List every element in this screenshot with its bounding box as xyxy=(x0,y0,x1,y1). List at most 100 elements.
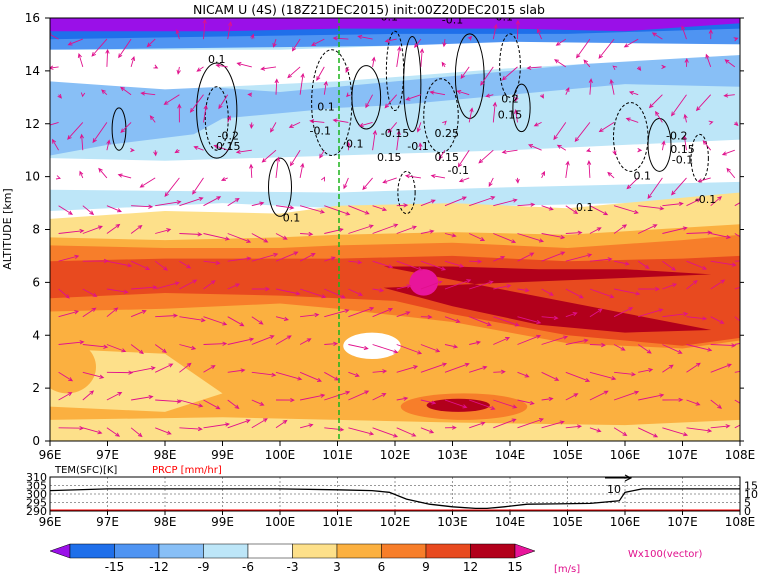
wind-vector xyxy=(155,427,172,435)
wind-vector xyxy=(372,307,394,318)
wind-vector xyxy=(227,198,240,207)
colorbar-tick-label: 9 xyxy=(422,560,430,574)
y-tick-label: 10 xyxy=(25,170,40,184)
wind-vector xyxy=(227,419,251,429)
wind-vector xyxy=(686,280,698,290)
wind-vector xyxy=(480,66,494,86)
wind-vector xyxy=(589,205,609,216)
wind-vector xyxy=(420,427,435,434)
wind-vector xyxy=(710,363,732,373)
wind-vector xyxy=(565,312,578,318)
wind-vector xyxy=(179,426,203,432)
wind-vector xyxy=(270,122,277,133)
sfc-x-tick-label: 96E xyxy=(39,515,62,529)
y-tick-label: 2 xyxy=(32,381,40,395)
colorbar-unit: [m/s] xyxy=(554,564,580,575)
wind-vector xyxy=(614,260,630,266)
wind-vector xyxy=(179,344,197,350)
wind-vector xyxy=(589,427,602,433)
wind-vector xyxy=(541,420,565,429)
wind-vector xyxy=(555,38,567,46)
wind-vector xyxy=(626,177,639,190)
colorbar-tick-label: -15 xyxy=(105,560,125,574)
shade-u-zero-upper xyxy=(50,41,740,90)
wind-vector xyxy=(58,310,80,318)
wind-vector xyxy=(332,36,349,41)
wind-vector xyxy=(396,344,423,355)
wind-vector xyxy=(98,167,108,179)
wind-vector xyxy=(662,427,689,437)
wind-vector xyxy=(686,427,713,433)
contour-label: -0.1 xyxy=(407,140,428,153)
contour-label: -0.1 xyxy=(310,124,331,137)
wind-vector xyxy=(357,34,373,40)
wind-vector xyxy=(58,254,80,262)
wind-vector xyxy=(179,362,192,373)
wind-vector xyxy=(638,224,658,234)
contour-line xyxy=(111,107,127,151)
sfc-x-tick-label: 108E xyxy=(725,515,756,529)
wind-vector xyxy=(106,344,127,353)
wind-vector xyxy=(565,160,570,178)
sfc-right-tick-label: 15 xyxy=(744,480,758,493)
wind-vector xyxy=(346,92,351,98)
wind-vector xyxy=(365,94,373,109)
wind-vector xyxy=(396,46,402,67)
wind-vector xyxy=(662,344,683,354)
shade-u-west-jet xyxy=(50,340,96,394)
sfc-x-tick-label: 102E xyxy=(380,515,411,529)
wind-vector xyxy=(202,18,207,40)
wind-vector xyxy=(598,38,615,59)
contour-label: -0.2 xyxy=(218,130,239,143)
colorbar-box xyxy=(381,543,427,559)
wind-vector xyxy=(405,94,422,101)
wind-vector xyxy=(345,66,350,73)
contour-line xyxy=(268,157,292,217)
wind-vector xyxy=(299,162,305,178)
wind-vector xyxy=(565,338,589,345)
wind-vector xyxy=(734,424,740,429)
contour-line xyxy=(423,78,459,154)
wind-vector xyxy=(467,35,473,41)
contour-line xyxy=(512,83,531,133)
colorbar-tick-label: -3 xyxy=(287,560,299,574)
wind-vector xyxy=(681,25,687,40)
wind-vector xyxy=(275,316,290,322)
wind-vector xyxy=(469,233,486,241)
wind-vector xyxy=(348,306,375,318)
sfc-annotation: 10 xyxy=(607,483,621,496)
wind-vector xyxy=(251,316,264,325)
sfc-x-ticks: 96E 97E 98E 99E 100E 101E 102E 103E 104E 105E 106E… xyxy=(39,511,756,529)
wind-vector xyxy=(309,119,325,124)
wind-vector xyxy=(396,284,412,290)
wind-vector xyxy=(91,38,108,57)
wind-vector xyxy=(372,369,388,374)
wind-vector xyxy=(154,260,168,271)
contour-line xyxy=(351,65,382,130)
wind-vector xyxy=(710,260,737,267)
wind-vector xyxy=(638,393,665,401)
wind-vector xyxy=(554,59,567,68)
wind-vector xyxy=(57,93,62,99)
tem-line xyxy=(49,488,740,510)
wind-vector xyxy=(323,80,328,95)
wind-vector xyxy=(708,120,714,125)
wind-vector xyxy=(387,122,398,134)
contour-label: 0.15 xyxy=(435,151,460,164)
wind-vector xyxy=(710,343,737,348)
wind-vector xyxy=(106,307,119,318)
wind-vector xyxy=(697,177,711,183)
wind-vector xyxy=(541,288,554,296)
wind-vector xyxy=(662,201,684,207)
wind-vector xyxy=(275,419,288,429)
sfc-x-tick-label: 101E xyxy=(322,515,353,529)
wind-vector xyxy=(396,203,409,208)
wind-vector xyxy=(227,399,240,410)
wind-vector xyxy=(565,253,593,262)
wind-vector xyxy=(358,121,373,128)
wind-vector xyxy=(79,133,84,151)
wind-vector xyxy=(348,260,363,265)
wind-vector xyxy=(734,316,740,322)
wind-vector xyxy=(348,344,369,351)
colorbar-box xyxy=(292,543,338,559)
